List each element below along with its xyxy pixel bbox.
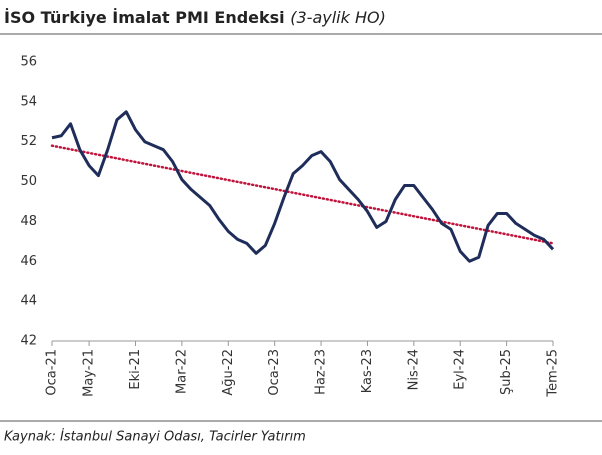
y-tick-label: 56 [20,55,37,70]
y-tick-label: 42 [20,334,37,349]
x-tick-label: Eki-21 [128,349,143,390]
x-tick-label: Oca-23 [267,349,282,396]
x-tick-label: Ağu-22 [221,349,236,396]
y-tick-label: 50 [20,174,37,189]
trend-line [50,144,555,245]
x-tick-label: Nis-24 [406,349,421,390]
y-tick-label: 54 [20,94,37,109]
data-line [51,110,555,263]
x-tick-label: Şub-25 [499,349,514,395]
source: Kaynak: İstanbul Sanayi Odası, Tacirler … [4,429,306,445]
title: İSO Türkiye İmalat PMI Endeksi [4,8,285,27]
x-tick-label: Eyl-24 [453,349,468,390]
subtitle: (3-aylik HO) [290,8,386,27]
x-tick-label: Haz-23 [314,349,329,395]
chart-title: İSO Türkiye İmalat PMI Endeksi (3-aylik … [4,8,386,27]
y-tick-label: 52 [20,134,37,149]
y-tick-label: 46 [20,254,37,269]
x-tick-label: Oca-21 [45,349,60,396]
x-tick-label: Tem-25 [546,349,561,398]
x-tick-label: Mar-22 [174,349,189,394]
x-tick-label: Kas-23 [360,349,375,393]
y-tick-label: 48 [20,214,37,229]
x-tick-label: May-21 [82,349,97,397]
y-tick-label: 44 [20,294,37,309]
